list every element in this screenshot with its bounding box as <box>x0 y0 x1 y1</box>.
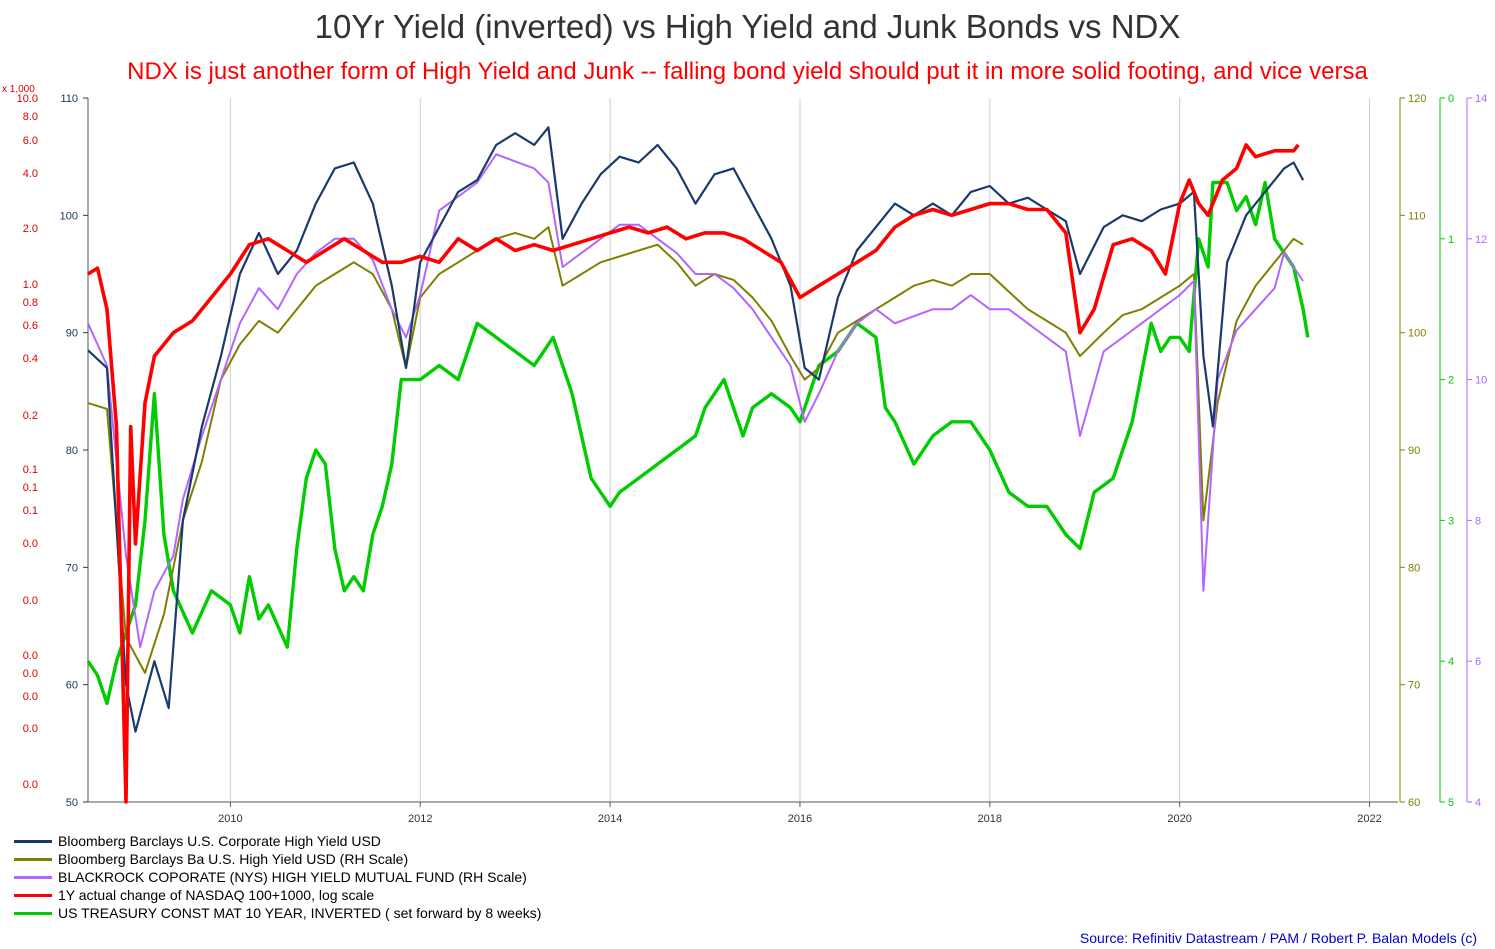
left-axis-label: 110 <box>60 93 78 105</box>
olive-axis-label: 100 <box>1408 328 1426 340</box>
red-axis-label: 0.6 <box>23 320 38 332</box>
red-axis-unit: x 1,000 <box>2 84 35 95</box>
x-tick-label: 2016 <box>788 813 812 825</box>
red-axis-label: 0.1 <box>23 482 38 494</box>
series-line-4 <box>86 180 1310 706</box>
legend-swatch <box>14 893 52 897</box>
legend-swatch <box>14 875 52 879</box>
legend-swatch <box>14 857 52 861</box>
x-tick-label: 2014 <box>598 813 622 825</box>
legend-entry: Bloomberg Barclays Ba U.S. High Yield US… <box>14 850 541 868</box>
x-tick-label: 2020 <box>1167 813 1191 825</box>
red-axis-label: 0.1 <box>23 505 38 517</box>
x-tick-label: 2010 <box>218 813 242 825</box>
chart-title: 10Yr Yield (inverted) vs High Yield and … <box>314 8 1181 45</box>
green-axis-label: 4 <box>1448 656 1454 668</box>
olive-axis-label: 80 <box>1408 562 1420 574</box>
red-axis-label: 6.0 <box>23 135 38 147</box>
left-axis-label: 70 <box>66 562 78 574</box>
legend-label: Bloomberg Barclays Ba U.S. High Yield US… <box>58 851 409 867</box>
red-axis-label: 0.0 <box>23 650 38 662</box>
chart-subtitle: NDX is just another form of High Yield a… <box>127 58 1368 85</box>
series-line-3 <box>87 143 1300 804</box>
olive-axis-label: 70 <box>1408 680 1420 692</box>
legend-entry: Bloomberg Barclays U.S. Corporate High Y… <box>14 832 541 850</box>
olive-axis-label: 90 <box>1408 445 1420 457</box>
red-axis-label: 0.1 <box>23 464 38 476</box>
left-axis-label: 90 <box>66 328 78 340</box>
olive-axis-label: 110 <box>1408 210 1426 222</box>
legend-label: 1Y actual change of NASDAQ 100+1000, log… <box>58 887 375 903</box>
green-axis-label: 1 <box>1448 234 1454 246</box>
red-axis-label: 0.0 <box>23 723 38 735</box>
red-axis-label: 0.0 <box>23 779 38 791</box>
olive-axis-label: 120 <box>1408 93 1426 105</box>
red-axis-label: 1.0 <box>23 279 38 291</box>
series-line-1 <box>87 226 1304 674</box>
x-tick-label: 2022 <box>1357 813 1381 825</box>
legend-swatch <box>14 839 52 843</box>
red-axis-label: 0.8 <box>23 297 38 309</box>
legend-entry: US TREASURY CONST MAT 10 YEAR, INVERTED … <box>14 904 541 922</box>
red-axis-label: 4.0 <box>23 168 38 180</box>
red-axis-label: 10.0 <box>17 93 38 105</box>
legend-label: BLACKROCK COPORATE (NYS) HIGH YIELD MUTU… <box>58 869 527 885</box>
olive-axis-label: 60 <box>1408 797 1420 809</box>
green-axis-label: 5 <box>1448 797 1454 809</box>
x-tick-label: 2018 <box>978 813 1002 825</box>
legend: Bloomberg Barclays U.S. Corporate High Y… <box>14 832 541 922</box>
series-line-2 <box>87 153 1304 649</box>
left-axis-label: 60 <box>66 680 78 692</box>
red-axis-label: 0.0 <box>23 668 38 680</box>
purple-axis-label: 14 <box>1475 93 1487 105</box>
green-axis-label: 3 <box>1448 515 1454 527</box>
red-axis-label: 8.0 <box>23 111 38 123</box>
green-axis-label: 0 <box>1448 93 1454 105</box>
legend-entry: BLACKROCK COPORATE (NYS) HIGH YIELD MUTU… <box>14 868 541 886</box>
series-line-0 <box>87 126 1305 733</box>
red-axis-label: 0.2 <box>23 410 38 422</box>
x-tick-label: 2012 <box>408 813 432 825</box>
red-axis-label: 0.0 <box>23 538 38 550</box>
legend-label: Bloomberg Barclays U.S. Corporate High Y… <box>58 833 381 849</box>
legend-label: US TREASURY CONST MAT 10 YEAR, INVERTED … <box>58 905 542 921</box>
left-axis-label: 80 <box>66 445 78 457</box>
green-axis-label: 2 <box>1448 375 1454 387</box>
legend-swatch <box>14 911 52 915</box>
red-axis-label: 0.0 <box>23 691 38 703</box>
purple-axis-label: 6 <box>1475 656 1481 668</box>
left-axis-label: 50 <box>66 797 78 809</box>
source-credit: Source: Refinitiv Datastream / PAM / Rob… <box>1079 930 1477 946</box>
red-axis-label: 0.0 <box>23 595 38 607</box>
legend-entry: 1Y actual change of NASDAQ 100+1000, log… <box>14 886 541 904</box>
red-axis-label: 2.0 <box>23 223 38 235</box>
red-axis-label: 0.4 <box>23 353 38 365</box>
purple-axis-label: 8 <box>1475 515 1481 527</box>
left-axis-label: 100 <box>60 210 78 222</box>
purple-axis-label: 4 <box>1475 797 1481 809</box>
purple-axis-label: 10 <box>1475 375 1487 387</box>
purple-axis-label: 12 <box>1475 234 1487 246</box>
